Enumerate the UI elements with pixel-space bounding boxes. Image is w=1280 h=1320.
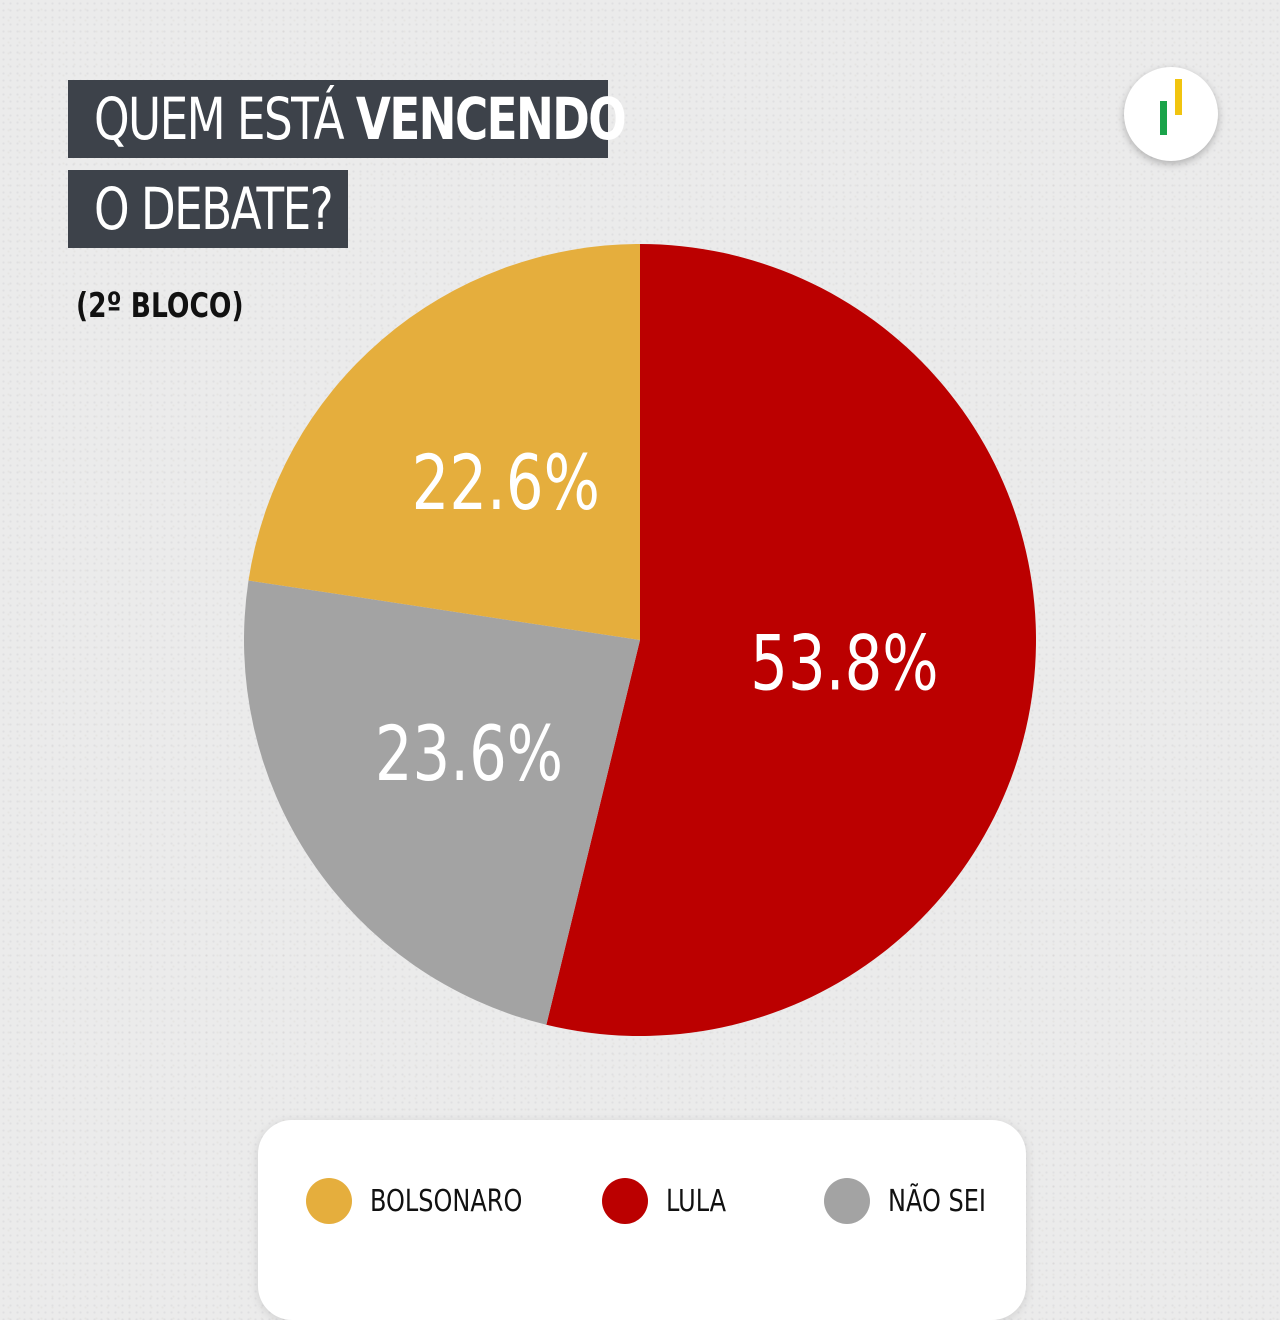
legend: BOLSONARO LULA NÃO SEI xyxy=(258,1120,1026,1320)
title-line-2: O DEBATE? xyxy=(68,170,348,248)
title-line-2-text: O DEBATE? xyxy=(94,175,334,243)
legend-swatch-nao-sei xyxy=(824,1178,870,1224)
subtitle: (2º BLOCO) xyxy=(76,286,244,326)
pie-slice-bolsonaro xyxy=(248,244,641,640)
logo-yellow-bar xyxy=(1175,79,1182,115)
bar-chart-logo-icon xyxy=(1124,67,1218,161)
title-regular: QUEM ESTÁ xyxy=(94,85,356,153)
legend-item-nao-sei: NÃO SEI xyxy=(824,1178,1010,1224)
legend-label-lula: LULA xyxy=(666,1183,727,1219)
legend-item-lula: LULA xyxy=(602,1178,741,1224)
title-line-1-text: QUEM ESTÁ VENCENDO xyxy=(94,90,627,148)
legend-swatch-lula xyxy=(602,1178,648,1224)
legend-label-nao-sei: NÃO SEI xyxy=(888,1183,986,1219)
legend-item-bolsonaro: BOLSONARO xyxy=(306,1178,560,1224)
pie-chart: 53.8% 23.6% 22.6% xyxy=(244,244,1037,1036)
logo-green-bar xyxy=(1160,101,1167,135)
pie-label-bolsonaro: 22.6% xyxy=(412,440,600,528)
legend-swatch-bolsonaro xyxy=(306,1178,352,1224)
pie-label-n-o-sei: 23.6% xyxy=(375,711,563,799)
pie-slice-n-o-sei xyxy=(244,580,640,1025)
legend-label-bolsonaro: BOLSONARO xyxy=(370,1183,523,1219)
title-line-1: QUEM ESTÁ VENCENDO xyxy=(68,80,627,158)
title-bold: VENCENDO xyxy=(355,85,627,153)
pie-slice-lula xyxy=(546,244,1037,1036)
pie-label-lula: 53.8% xyxy=(750,620,938,708)
